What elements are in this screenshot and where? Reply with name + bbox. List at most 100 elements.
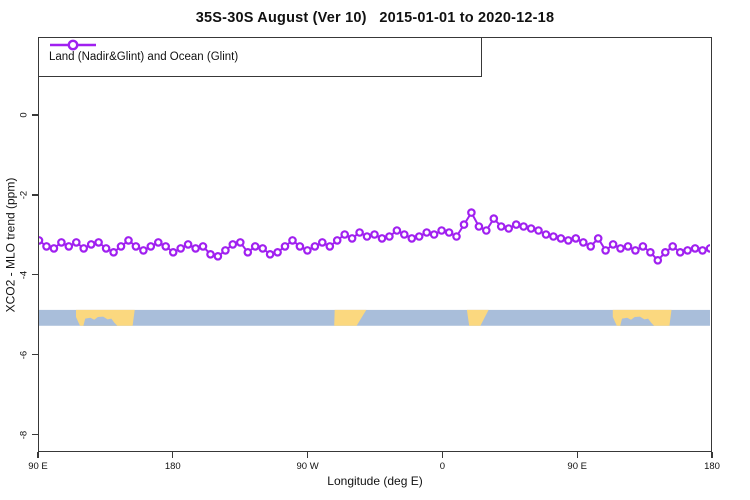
data-point [422,228,432,237]
data-point [526,224,536,233]
x-tick-label: 90 E [28,461,48,472]
y-axis-title: XCO2 - MLO trend (ppm) [3,177,18,313]
map-land-south-africa [466,309,489,326]
data-point [444,228,454,237]
data-point [154,238,163,247]
map-land-south-america [334,309,367,326]
y-tick-label: -6 [18,350,30,360]
data-point [399,230,409,239]
data-point [377,234,387,243]
data-point [623,242,633,251]
data-point [407,234,417,243]
data-point [355,228,364,237]
data-point [414,232,424,241]
data-point [332,236,342,245]
data-point [161,242,171,251]
data-point [176,244,186,253]
data-point [213,252,223,261]
data-point [608,240,618,249]
y-tick-mark [32,434,38,436]
data-point [49,244,59,253]
plot-svg [39,208,710,326]
data-point [698,246,707,255]
y-tick-mark [32,274,38,276]
data-point [206,250,215,259]
x-tick-mark [576,452,578,458]
data-point [71,238,81,247]
data-point [437,226,446,235]
data-point [198,242,208,251]
data-point [101,244,111,253]
map-ocean-great-australian-bight-west-pass [83,316,118,326]
data-point [392,226,402,235]
data-point [347,234,357,243]
data-point [42,242,51,251]
data-point [265,250,275,259]
data-point [39,236,44,245]
data-point [474,222,484,231]
data-point [496,222,506,231]
data-point [586,242,596,251]
data-point [429,230,439,239]
plot-area: Land (Nadir&Glint) and Ocean (Glint) [38,37,712,452]
data-point [601,246,610,255]
data-point [578,238,588,247]
data-point [124,236,133,245]
data-point [511,220,521,229]
data-point [191,244,200,253]
data-point [653,256,663,265]
x-axis-title: Longitude (deg E) [327,474,423,488]
y-tick-label: -2 [18,190,30,200]
chart-title: 35S-30S August (Ver 10) 2015-01-01 to 20… [195,10,555,26]
x-tick-label: 90 W [296,461,319,472]
data-point [236,238,245,247]
data-point [467,208,476,217]
data-point [705,244,710,253]
data-point [288,236,297,245]
data-point [168,248,178,257]
data-point [243,248,253,257]
data-point [86,240,96,249]
data-point [146,242,156,251]
data-point [616,244,625,253]
data-point [280,242,290,251]
data-point [116,242,126,251]
data-point [504,224,514,233]
data-point [638,242,648,251]
y-tick-mark [32,114,38,116]
x-tick-mark [307,452,309,458]
data-point [64,242,74,251]
data-point [683,246,692,255]
data-point [317,238,327,247]
data-point [370,230,379,239]
y-tick-mark [32,354,38,356]
data-point [139,246,148,255]
data-point [109,248,118,257]
data-point [228,240,238,249]
data-point [183,240,193,249]
data-point [325,242,335,251]
map-band-ocean [39,309,710,326]
data-point [593,234,603,243]
data-point [631,246,640,255]
data-point [250,242,260,251]
y-tick-label: -4 [18,270,30,280]
data-point [79,244,89,253]
data-point [519,222,528,231]
data-point [362,232,372,241]
data-point [385,232,394,241]
data-point [541,230,551,239]
data-point [459,220,469,229]
y-tick-label: -8 [18,430,30,440]
data-point [660,248,670,257]
y-tick-mark [32,194,38,196]
data-point [295,242,305,251]
x-tick-label: 0 [439,461,446,472]
x-tick-label: 180 [164,461,181,472]
data-point [534,226,543,235]
data-point [489,214,499,223]
map-ocean-great-australian-bight-east-pass [620,316,655,326]
legend-marker-icon [50,39,96,51]
data-point [563,236,573,245]
